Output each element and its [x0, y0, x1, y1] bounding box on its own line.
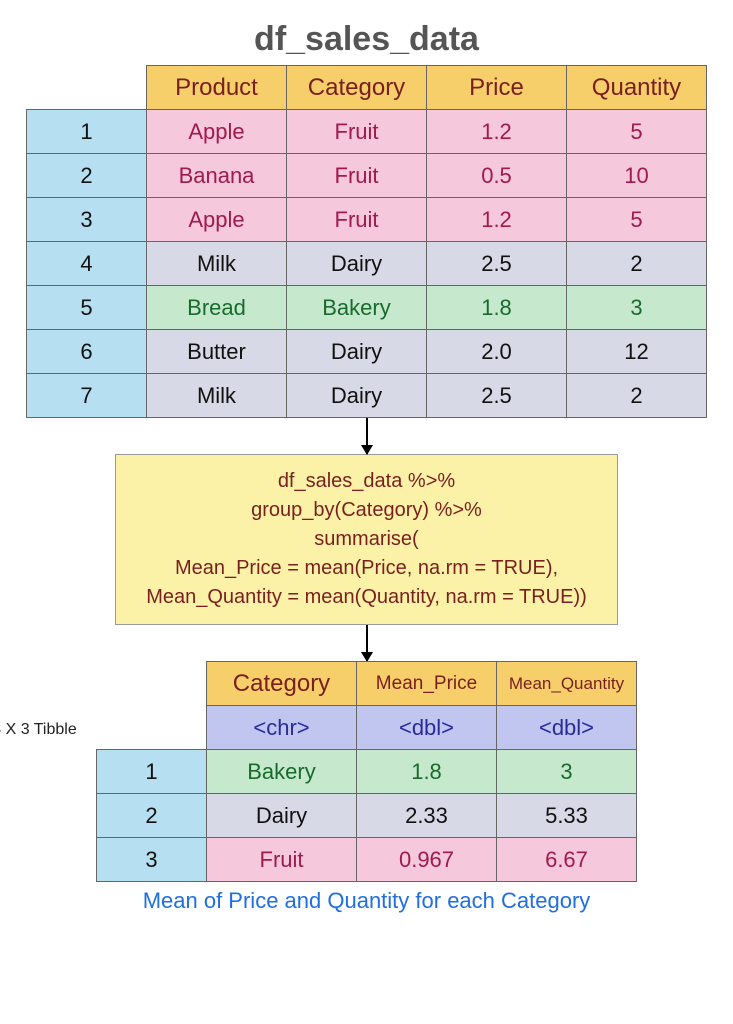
table-cell: 2.5	[427, 242, 567, 286]
row-index: 2	[27, 154, 147, 198]
table-cell: Apple	[147, 110, 287, 154]
caption-text: Mean of Price and Quantity for each Cate…	[143, 888, 591, 914]
tibble-dim-label: A 3 X 3 Tibble	[0, 721, 77, 739]
code-line: group_by(Category) %>%	[146, 496, 587, 525]
table-cell: 5	[567, 198, 707, 242]
table-cell: 5.33	[497, 794, 637, 838]
col-header: Category	[207, 662, 357, 706]
table-cell: 2	[567, 374, 707, 418]
type-cell: <chr>	[207, 706, 357, 750]
table-cell: Dairy	[287, 374, 427, 418]
col-header: Price	[427, 66, 567, 110]
table-row: 3Fruit0.9676.67	[97, 838, 637, 882]
col-header: Mean_Quantity	[497, 662, 637, 706]
table-row: 2Dairy2.335.33	[97, 794, 637, 838]
table-cell: 2.0	[427, 330, 567, 374]
table-cell: 3	[567, 286, 707, 330]
table-cell: Dairy	[287, 330, 427, 374]
table-row: 1Bakery1.83	[97, 750, 637, 794]
table-cell: Bread	[147, 286, 287, 330]
table-cell: Fruit	[207, 838, 357, 882]
table-cell: Dairy	[207, 794, 357, 838]
row-index: 4	[27, 242, 147, 286]
table-cell: 2.33	[357, 794, 497, 838]
table-row: 3AppleFruit1.25	[27, 198, 707, 242]
table-cell: 2	[567, 242, 707, 286]
row-index: 6	[27, 330, 147, 374]
type-row: <chr> <dbl> <dbl>	[97, 706, 637, 750]
table-cell: 0.967	[357, 838, 497, 882]
code-line: df_sales_data %>%	[146, 467, 587, 496]
table-cell: Fruit	[287, 154, 427, 198]
code-block: df_sales_data %>%group_by(Category) %>%s…	[115, 454, 618, 625]
table-cell: 12	[567, 330, 707, 374]
table-cell: Bakery	[207, 750, 357, 794]
table-cell: Bakery	[287, 286, 427, 330]
row-index: 3	[97, 838, 207, 882]
col-header: Mean_Price	[357, 662, 497, 706]
table-row: 1AppleFruit1.25	[27, 110, 707, 154]
table-cell: 0.5	[427, 154, 567, 198]
source-table: Product Category Price Quantity 1AppleFr…	[26, 65, 707, 418]
row-index: 1	[97, 750, 207, 794]
table-cell: Fruit	[287, 198, 427, 242]
row-index: 2	[97, 794, 207, 838]
header-row: Category Mean_Price Mean_Quantity	[97, 662, 637, 706]
type-cell: <dbl>	[497, 706, 637, 750]
table-row: 5BreadBakery1.83	[27, 286, 707, 330]
row-index: 3	[27, 198, 147, 242]
col-header: Category	[287, 66, 427, 110]
code-line: Mean_Quantity = mean(Quantity, na.rm = T…	[146, 583, 587, 612]
table-cell: 1.2	[427, 198, 567, 242]
code-line: summarise(	[146, 525, 587, 554]
row-index: 1	[27, 110, 147, 154]
col-header: Quantity	[567, 66, 707, 110]
table-cell: Apple	[147, 198, 287, 242]
table-cell: 5	[567, 110, 707, 154]
table-cell: 1.2	[427, 110, 567, 154]
page-title: df_sales_data	[254, 20, 479, 59]
result-table: Category Mean_Price Mean_Quantity <chr> …	[96, 661, 637, 882]
arrow-down-icon	[366, 625, 368, 661]
table-row: 7MilkDairy2.52	[27, 374, 707, 418]
table-cell: Dairy	[287, 242, 427, 286]
table-cell: Milk	[147, 242, 287, 286]
header-row: Product Category Price Quantity	[27, 66, 707, 110]
col-header: Product	[147, 66, 287, 110]
row-index: 7	[27, 374, 147, 418]
arrow-down-icon	[366, 418, 368, 454]
table-cell: 1.8	[427, 286, 567, 330]
table-cell: 3	[497, 750, 637, 794]
table-cell: 6.67	[497, 838, 637, 882]
table-cell: Banana	[147, 154, 287, 198]
row-index: 5	[27, 286, 147, 330]
table-row: 6ButterDairy2.012	[27, 330, 707, 374]
table-cell: Butter	[147, 330, 287, 374]
table-cell: 10	[567, 154, 707, 198]
table-cell: 2.5	[427, 374, 567, 418]
table-row: 2BananaFruit0.510	[27, 154, 707, 198]
table-cell: Milk	[147, 374, 287, 418]
table-row: 4MilkDairy2.52	[27, 242, 707, 286]
table-cell: Fruit	[287, 110, 427, 154]
code-line: Mean_Price = mean(Price, na.rm = TRUE),	[146, 554, 587, 583]
table-cell: 1.8	[357, 750, 497, 794]
type-cell: <dbl>	[357, 706, 497, 750]
